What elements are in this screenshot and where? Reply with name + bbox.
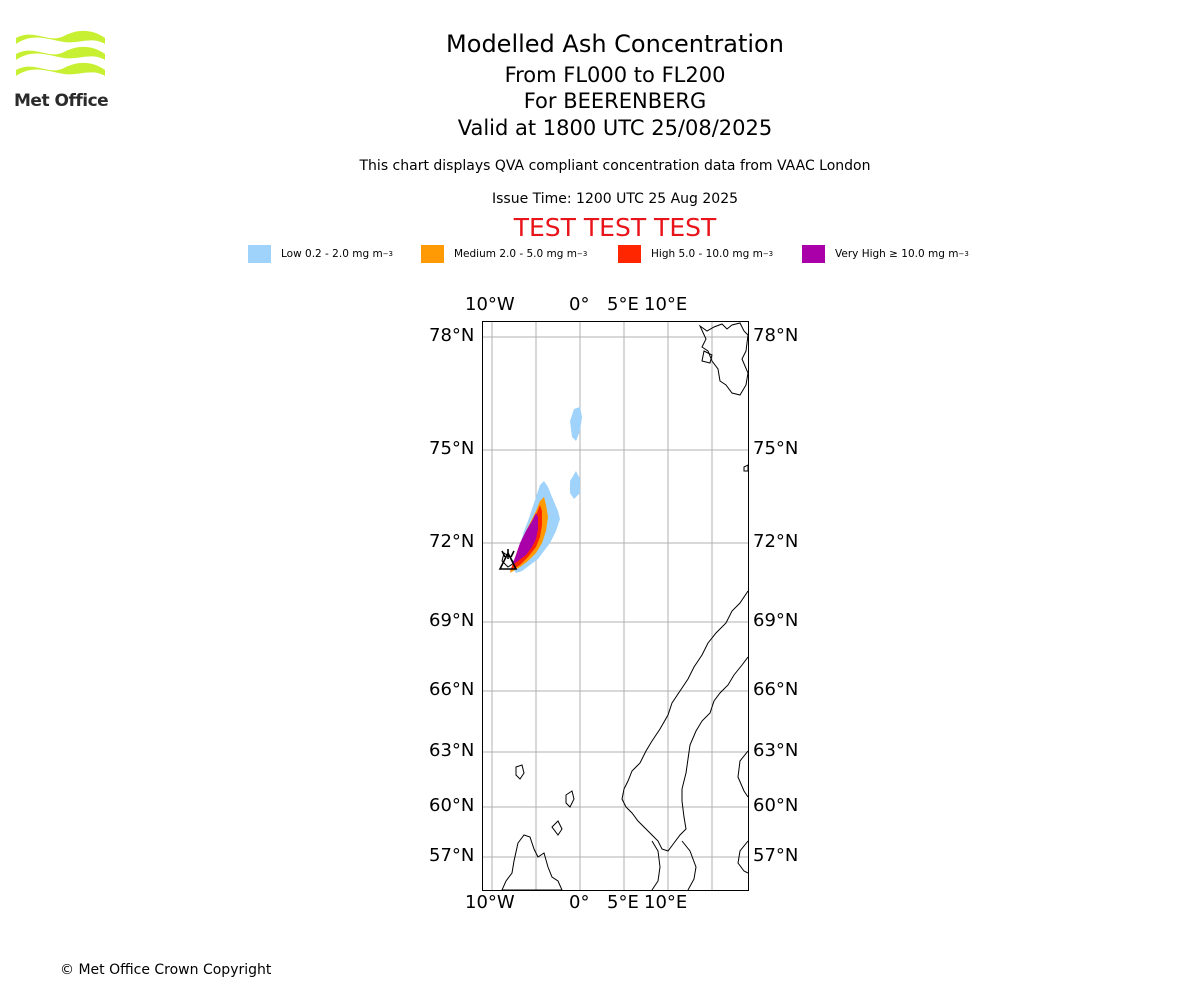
legend-unit-exponent: −3 [762, 250, 774, 258]
lat-label-right-69n: 69°N [753, 610, 799, 631]
lat-label-left-63n: 63°N [429, 740, 475, 761]
graticule [482, 321, 748, 890]
lat-label-right-78n: 78°N [753, 325, 799, 346]
lat-label-right-72n: 72°N [753, 531, 799, 552]
ash-plume-very-high [512, 513, 538, 565]
map-frame [482, 321, 749, 891]
legend-item-very-high: Very High ≥ 10.0 mg m −3 [802, 244, 969, 264]
lat-label-left-72n: 72°N [429, 531, 475, 552]
legend-unit-exponent: −3 [958, 250, 969, 258]
lat-label-left-75n: 75°N [429, 438, 475, 459]
lon-label-top-0: 0° [569, 294, 590, 315]
lat-label-right-60n: 60°N [753, 795, 799, 816]
lat-label-left-78n: 78°N [429, 325, 475, 346]
legend-swatch-low [248, 245, 271, 263]
met-office-logo-text: Met Office [14, 91, 109, 111]
lat-label-right-75n: 75°N [753, 438, 799, 459]
lon-label-bottom-5e: 5°E [607, 892, 639, 913]
lat-label-left-60n: 60°N [429, 795, 475, 816]
legend-label-very-high: Very High ≥ 10.0 mg m [835, 248, 959, 260]
chart-subtitle: This chart displays QVA compliant concen… [359, 158, 871, 174]
met-office-logo: Met Office [14, 30, 109, 112]
volcano-name: For BEERENBERG [523, 89, 707, 113]
issue-time: Issue Time: 1200 UTC 25 Aug 2025 [491, 191, 739, 207]
flight-level-range: From FL000 to FL200 [504, 63, 726, 87]
legend-item-high: High 5.0 - 10.0 mg m −3 [618, 244, 773, 264]
legend-item-medium: Medium 2.0 - 5.0 mg m −3 [421, 244, 587, 264]
volcano-triangle-icon [498, 549, 518, 570]
test-banner: TEST TEST TEST [513, 213, 717, 242]
legend-swatch-medium [421, 245, 444, 263]
chart-title: Modelled Ash Concentration [446, 30, 784, 58]
lon-label-bottom-0: 0° [569, 892, 590, 913]
valid-time: Valid at 1800 UTC 25/08/2025 [457, 116, 773, 140]
lat-label-left-69n: 69°N [429, 610, 475, 631]
lat-label-right-63n: 63°N [753, 740, 799, 761]
legend-label-medium: Medium 2.0 - 5.0 mg m [454, 248, 577, 260]
lon-label-bottom-10w: 10°W [465, 892, 515, 913]
legend-swatch-high [618, 245, 641, 263]
lat-label-left-57n: 57°N [429, 845, 475, 866]
legend-unit-exponent: −3 [382, 250, 394, 258]
legend-swatch-very-high [802, 245, 825, 263]
legend-item-low: Low 0.2 - 2.0 mg m −3 [248, 244, 393, 264]
lat-label-right-57n: 57°N [753, 845, 799, 866]
legend-label-high: High 5.0 - 10.0 mg m [651, 248, 763, 260]
legend-label-low: Low 0.2 - 2.0 mg m [281, 248, 383, 260]
copyright-notice: © Met Office Crown Copyright [60, 962, 272, 978]
ash-concentration-map [482, 321, 749, 891]
lon-label-bottom-10e: 10°E [644, 892, 688, 913]
lon-label-top-5e: 5°E [607, 294, 639, 315]
lat-label-left-66n: 66°N [429, 679, 475, 700]
met-office-wave-icon [16, 30, 105, 76]
lon-label-top-10w: 10°W [465, 294, 515, 315]
legend-unit-exponent: −3 [576, 250, 588, 258]
lat-label-right-66n: 66°N [753, 679, 799, 700]
coastlines [501, 322, 748, 890]
lon-label-top-10e: 10°E [644, 294, 688, 315]
